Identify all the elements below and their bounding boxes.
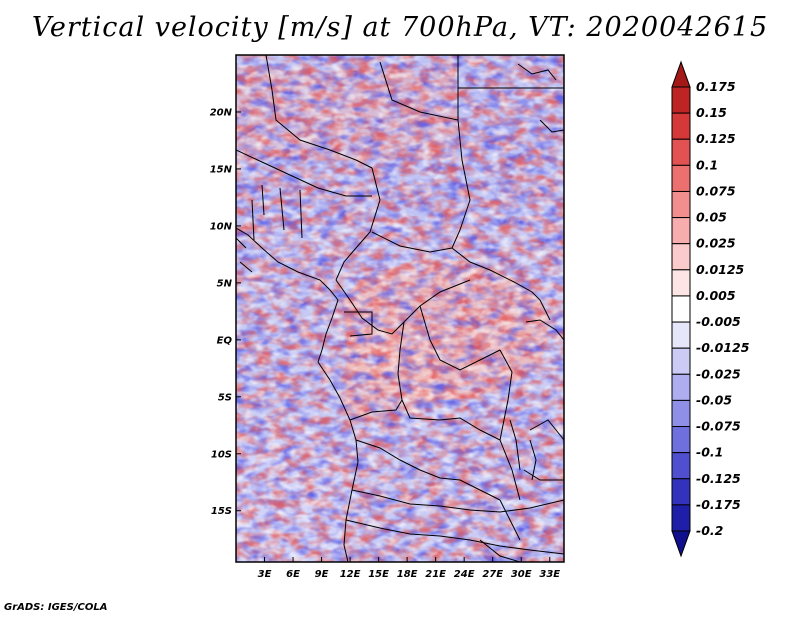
colorbar-label: -0.075 (696, 419, 741, 434)
colorbar-label: 0.025 (696, 236, 736, 251)
country-borders (236, 55, 564, 562)
colorbar-label: -0.05 (696, 392, 732, 407)
x-axis: 3E 6E 9E 12E 15E 18E 21E 24E 27E 30E 33E (258, 557, 560, 580)
colorbar-label: 0.0125 (696, 262, 745, 277)
colorbar-segment (671, 347, 691, 375)
colorbar-label: -0.175 (696, 497, 741, 512)
colorbar-label: -0.005 (696, 314, 741, 329)
x-tick-label: 27E (482, 569, 503, 580)
y-tick-label: 15N (210, 164, 233, 175)
colorbar-label: -0.0125 (696, 340, 750, 355)
colorbar-segment (671, 269, 691, 297)
chart-title: Vertical velocity [m/s] at 700hPa, VT: 2… (31, 12, 769, 43)
colorbar-segment (671, 530, 691, 558)
vertical-velocity-field (236, 55, 564, 562)
colorbar-label: 0.125 (696, 131, 736, 146)
y-tick-label: 15S (211, 506, 232, 517)
x-tick-label: 9E (315, 569, 329, 580)
colorbar-segment (671, 504, 691, 532)
colorbar-segment (671, 86, 691, 114)
colorbar-segment (671, 60, 691, 88)
x-tick-label: 6E (286, 569, 300, 580)
colorbar-segment (671, 399, 691, 428)
x-tick-label: 3E (258, 569, 272, 580)
colorbar-label: 0.1 (696, 157, 718, 172)
colorbar-label: 0.075 (696, 183, 736, 198)
colorbar-label: -0.025 (696, 366, 741, 381)
x-tick-label: 30E (511, 569, 532, 580)
y-tick-label: 5S (218, 392, 232, 403)
x-tick-label: 21E (425, 569, 446, 580)
colorbar-label: 0.05 (696, 210, 727, 225)
y-tick-label: EQ (217, 335, 233, 346)
colorbar-segment (671, 112, 691, 140)
colorbar-label: 0.005 (696, 288, 736, 303)
colorbar-label: 0.15 (696, 105, 727, 120)
x-tick-label: 12E (340, 569, 361, 580)
y-tick-label: 5N (217, 278, 233, 289)
colorbar-label: -0.1 (696, 445, 723, 460)
colorbar-segment (671, 452, 691, 480)
chart-canvas: 3E 6E 9E 12E 15E 18E 21E 24E 27E 30E 33E 20N 15N 10N… (210, 54, 750, 580)
colorbar-label: -0.2 (696, 523, 723, 538)
y-axis: 20N 15N 10N 5N EQ 5S 10S 15S (210, 107, 241, 517)
grads-footer: GrADS: IGES/COLA (4, 602, 108, 613)
colorbar-segment (671, 373, 691, 401)
y-tick-label: 20N (210, 107, 233, 118)
y-tick-label: 10N (210, 221, 233, 232)
x-tick-label: 18E (397, 569, 418, 580)
colorbar-segment (671, 478, 691, 506)
x-tick-label: 15E (368, 569, 389, 580)
colorbar-label: 0.175 (696, 79, 736, 94)
x-tick-label: 24E (454, 569, 475, 580)
colorbar-segment (671, 138, 691, 166)
colorbar-segment (671, 164, 691, 192)
x-tick-label: 33E (539, 569, 560, 580)
colorbar-segment (671, 190, 691, 219)
colorbar-label: -0.125 (696, 471, 741, 486)
plot-frame (235, 54, 565, 563)
colorbar: 0.175 0.15 0.125 0.1 0.075 0.05 0.025 0.0125 0.0… (671, 60, 750, 558)
colorbar-segment (671, 217, 691, 245)
colorbar-segment (671, 426, 691, 454)
colorbar-segment (671, 295, 691, 323)
colorbar-segment (671, 321, 691, 349)
y-tick-label: 10S (211, 449, 232, 460)
colorbar-segment (671, 243, 691, 271)
